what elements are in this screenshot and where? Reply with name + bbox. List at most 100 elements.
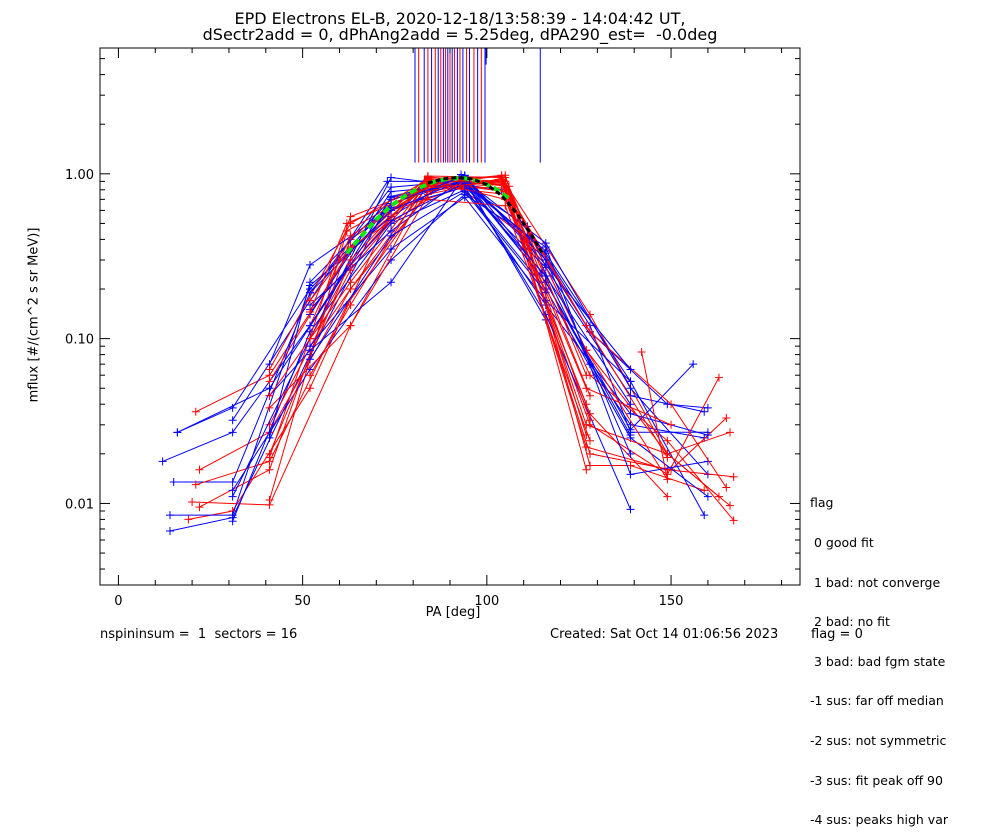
x-axis-label: PA [deg]	[425, 605, 481, 620]
y-tick-label: 1.00	[65, 168, 94, 183]
footer-flag: flag = 0	[811, 627, 863, 642]
legend-item: 1 bad: not converge	[810, 574, 941, 590]
data-point-plus	[626, 365, 635, 374]
data-point-plus	[504, 182, 513, 191]
data-series-line	[269, 176, 731, 506]
data-point-plus	[460, 187, 469, 196]
data-point-plus	[663, 492, 672, 501]
footer-spin-info: nspininsum = 1 sectors = 16	[100, 627, 298, 642]
footer-created: Created: Sat Oct 14 01:06:56 2023	[550, 627, 779, 642]
data-point-plus	[188, 498, 197, 507]
data-point-plus	[501, 177, 510, 186]
data-point-plus	[265, 433, 274, 442]
data-point-plus	[228, 517, 237, 526]
data-point-plus	[306, 334, 314, 343]
data-point-plus	[729, 472, 738, 481]
data-point-plus	[582, 321, 591, 330]
data-point-plus	[387, 173, 396, 182]
data-series-line	[232, 193, 708, 491]
data-point-plus	[228, 492, 237, 501]
data-point-plus	[346, 212, 355, 221]
data-series-line	[269, 183, 668, 480]
legend-item: 0 good fit	[810, 535, 874, 551]
data-point-plus	[423, 184, 432, 193]
data-point-plus	[637, 347, 646, 356]
data-point-plus	[582, 431, 591, 440]
data-point-plus	[729, 516, 738, 525]
data-point-plus	[722, 413, 731, 422]
chart-title-line-2: dSectr2add = 0, dPhAng2add = 5.25deg, dP…	[202, 25, 718, 44]
data-point-plus	[228, 416, 237, 425]
data-point-plus	[663, 436, 672, 445]
legend-item: -2 sus: not symmetric	[810, 733, 947, 749]
data-point-plus	[228, 403, 237, 412]
data-point-plus	[501, 201, 510, 210]
data-point-plus	[306, 384, 314, 393]
data-point-plus	[184, 515, 193, 524]
data-point-plus	[387, 231, 396, 240]
data-point-plus	[667, 420, 676, 429]
data-point-plus	[626, 377, 635, 386]
chart-title-line-1: EPD Electrons EL-B, 2020-12-18/13:58:39 …	[234, 9, 686, 28]
data-point-plus	[582, 400, 591, 409]
y-tick-label: 0.01	[65, 497, 94, 512]
data-point-plus	[586, 461, 594, 470]
data-point-plus	[306, 308, 314, 317]
data-series-line	[309, 180, 591, 421]
data-point-plus	[538, 269, 547, 278]
legend-item: -3 sus: fit peak off 90	[810, 772, 943, 788]
data-point-plus	[346, 231, 355, 240]
data-point-plus	[169, 477, 178, 486]
data-point-plus	[586, 391, 594, 400]
data-point-plus	[346, 321, 355, 330]
data-point-plus	[265, 403, 274, 412]
data-point-plus	[306, 260, 314, 269]
data-point-plus	[700, 407, 709, 416]
data-point-plus	[582, 443, 591, 452]
data-point-plus	[228, 477, 237, 486]
data-point-plus	[423, 172, 432, 181]
data-point-plus	[166, 527, 174, 536]
legend-title: flag	[810, 495, 834, 511]
legend-item: 3 bad: bad fgm state	[810, 653, 946, 669]
x-tick-label: 100	[474, 594, 499, 609]
flag-legend: flag 0 good fit 1 bad: not converge 2 ba…	[810, 470, 948, 840]
data-point-plus	[626, 384, 635, 393]
data-point-plus	[306, 288, 314, 297]
data-point-plus	[626, 505, 635, 514]
data-point-plus	[626, 400, 635, 409]
data-point-plus	[586, 449, 594, 458]
data-point-plus	[346, 285, 355, 294]
data-point-plus	[703, 457, 712, 466]
data-point-plus	[700, 511, 709, 520]
data-point-plus	[703, 492, 712, 501]
legend-item: -4 sus: peaks high var	[810, 812, 949, 828]
data-point-plus	[228, 428, 237, 437]
data-point-plus	[265, 391, 274, 400]
data-point-plus	[722, 483, 731, 492]
data-point-plus	[663, 475, 672, 484]
data-point-plus	[582, 420, 591, 429]
data-point-plus	[191, 407, 200, 416]
y-tick-label: 0.10	[65, 333, 94, 348]
data-point-plus	[306, 371, 314, 380]
data-point-plus	[346, 278, 355, 287]
legend-item: 2 bad: no fit	[810, 614, 890, 630]
data-point-plus	[582, 465, 591, 474]
legend-item: -1 sus: far off median	[810, 693, 944, 709]
data-point-plus	[387, 244, 396, 253]
data-point-plus	[306, 342, 314, 351]
data-point-plus	[626, 470, 635, 479]
data-series-line	[232, 180, 631, 510]
x-tick-label: 0	[114, 594, 122, 609]
data-point-plus	[586, 436, 594, 445]
data-point-plus	[626, 431, 635, 440]
data-point-plus	[306, 278, 314, 287]
data-point-plus	[306, 296, 314, 305]
data-point-plus	[541, 255, 550, 264]
data-point-plus	[726, 501, 734, 510]
data-point-plus	[158, 457, 167, 466]
data-point-plus	[541, 296, 550, 305]
data-point-plus	[191, 480, 200, 489]
data-point-plus	[265, 449, 274, 458]
